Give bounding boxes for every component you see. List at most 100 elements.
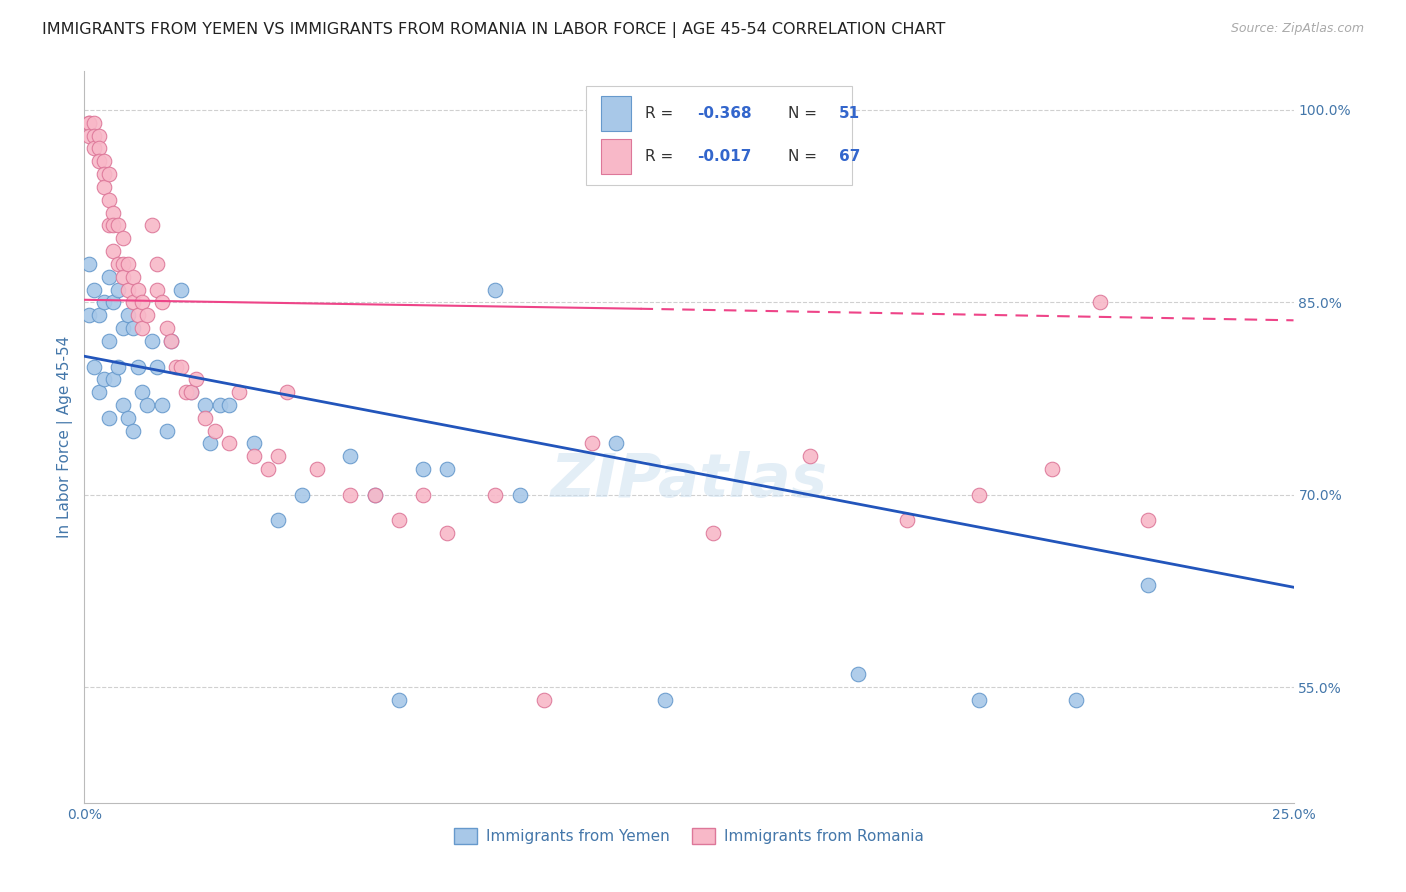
Point <box>388 693 411 707</box>
Point <box>117 283 139 297</box>
Bar <box>600 96 631 131</box>
Point <box>107 257 129 271</box>
Point <box>150 398 173 412</box>
Point <box>605 436 627 450</box>
Point <box>967 488 990 502</box>
Point <box>112 231 135 245</box>
Point <box>136 398 159 412</box>
Point <box>799 450 821 464</box>
Point <box>1064 693 1087 707</box>
Point <box>1040 462 1063 476</box>
Point <box>93 295 115 310</box>
Point <box>170 359 193 374</box>
Point <box>180 385 202 400</box>
Text: -0.017: -0.017 <box>697 149 752 164</box>
Point <box>194 410 217 425</box>
Point <box>107 219 129 233</box>
Text: R =: R = <box>645 106 679 121</box>
Point <box>136 308 159 322</box>
Point <box>87 385 110 400</box>
Point <box>87 308 110 322</box>
Point <box>127 359 149 374</box>
Point <box>103 219 125 233</box>
Point <box>87 128 110 143</box>
Point <box>87 154 110 169</box>
Point <box>131 385 153 400</box>
Y-axis label: In Labor Force | Age 45-54: In Labor Force | Age 45-54 <box>58 336 73 538</box>
Point <box>117 308 139 322</box>
Point <box>533 693 555 707</box>
Point <box>267 450 290 464</box>
Point <box>291 488 314 502</box>
Point <box>77 308 100 322</box>
Point <box>112 398 135 412</box>
Point <box>412 462 434 476</box>
Point <box>146 283 169 297</box>
Point <box>112 321 135 335</box>
Point <box>117 257 139 271</box>
Point <box>87 141 110 155</box>
Point <box>77 116 100 130</box>
Point <box>141 219 163 233</box>
Point <box>146 359 169 374</box>
Point <box>1137 514 1160 528</box>
Point <box>121 269 143 284</box>
Point <box>484 283 506 297</box>
Point <box>160 334 183 348</box>
Point <box>276 385 298 400</box>
Point <box>1137 577 1160 591</box>
Point <box>436 462 458 476</box>
Point <box>77 257 100 271</box>
Point <box>967 693 990 707</box>
Point <box>121 295 143 310</box>
Point <box>121 424 143 438</box>
Point <box>363 488 385 502</box>
Text: R =: R = <box>645 149 679 164</box>
Point <box>363 488 385 502</box>
Text: IMMIGRANTS FROM YEMEN VS IMMIGRANTS FROM ROMANIA IN LABOR FORCE | AGE 45-54 CORR: IMMIGRANTS FROM YEMEN VS IMMIGRANTS FROM… <box>42 22 946 38</box>
Point <box>103 244 125 258</box>
Point <box>242 450 264 464</box>
Point <box>198 436 221 450</box>
Point <box>103 295 125 310</box>
Text: N =: N = <box>789 106 823 121</box>
Point <box>103 205 125 219</box>
Point <box>83 359 105 374</box>
Point <box>1088 295 1111 310</box>
Point <box>174 385 197 400</box>
Point <box>194 398 217 412</box>
Point <box>83 128 105 143</box>
Point <box>208 398 231 412</box>
Text: 67: 67 <box>839 149 860 164</box>
Point <box>97 334 120 348</box>
Point <box>436 526 458 541</box>
Bar <box>600 138 631 174</box>
Point <box>654 693 676 707</box>
Point <box>97 167 120 181</box>
Point <box>83 283 105 297</box>
Point <box>93 154 115 169</box>
Point <box>107 359 129 374</box>
Point <box>160 334 183 348</box>
Point <box>228 385 250 400</box>
Point <box>150 295 173 310</box>
Point <box>117 410 139 425</box>
Point <box>121 321 143 335</box>
Legend: Immigrants from Yemen, Immigrants from Romania: Immigrants from Yemen, Immigrants from R… <box>447 822 931 850</box>
Text: Source: ZipAtlas.com: Source: ZipAtlas.com <box>1230 22 1364 36</box>
Point <box>112 269 135 284</box>
FancyBboxPatch shape <box>586 86 852 185</box>
Point <box>97 193 120 207</box>
Point <box>146 257 169 271</box>
Point <box>484 488 506 502</box>
Point <box>339 488 361 502</box>
Point <box>509 488 531 502</box>
Point <box>412 488 434 502</box>
Point <box>184 372 207 386</box>
Text: 51: 51 <box>839 106 860 121</box>
Point <box>896 514 918 528</box>
Point <box>131 295 153 310</box>
Point <box>218 398 240 412</box>
Point <box>127 283 149 297</box>
Point <box>581 436 603 450</box>
